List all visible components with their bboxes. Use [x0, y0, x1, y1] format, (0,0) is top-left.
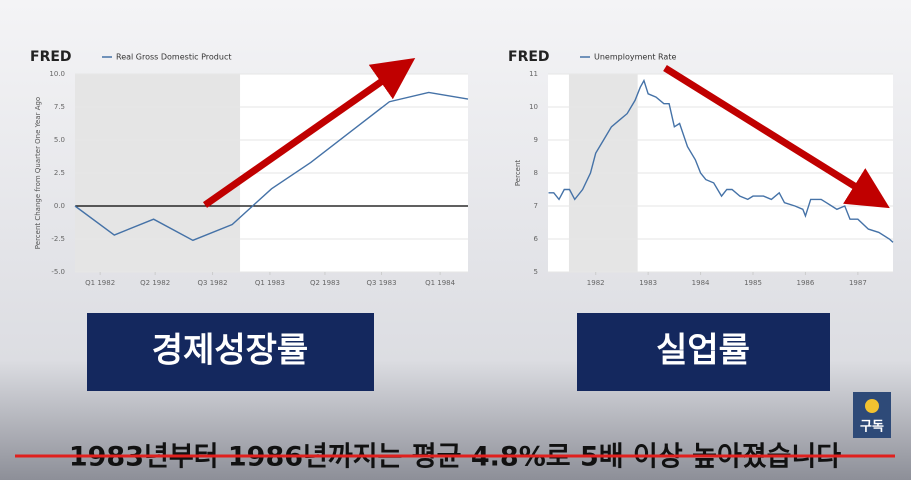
x-tick-label: Q2 1982: [140, 279, 170, 287]
legend-entry: Real Gross Domestic Product: [116, 53, 232, 62]
bulb-icon: [865, 399, 879, 413]
x-tick-label: Q2 1983: [310, 279, 340, 287]
y-tick-label: 5.0: [54, 136, 65, 144]
y-tick-label: 10.0: [49, 70, 65, 78]
arrow: [663, 65, 890, 209]
label: 경제성장률: [152, 331, 308, 371]
y-tick-label: 11: [529, 70, 538, 78]
y-axis-label: Percent: [514, 160, 522, 187]
x-tick-label: Q1 1982: [85, 279, 115, 287]
y-tick-label: 5: [534, 268, 538, 276]
brand: FRED: [30, 49, 72, 65]
y-tick-label: -5.0: [51, 268, 65, 276]
x-tick-label: 1982: [587, 279, 605, 287]
x-tick-label: 1984: [692, 279, 710, 287]
label-box: [87, 313, 374, 391]
y-axis-label: Percent Change from Quarter One Year Ago: [34, 97, 42, 249]
data-line: [548, 78, 894, 243]
x-tick-label: 1983: [639, 279, 657, 287]
y-tick-label: 8: [534, 169, 538, 177]
arrow: [202, 57, 416, 208]
x-tick-label: Q3 1982: [198, 279, 228, 287]
y-tick-label: 2.5: [54, 169, 65, 177]
y-tick-label: 9: [534, 136, 538, 144]
y-tick-label: 7: [534, 202, 538, 210]
y-tick-label: 10: [529, 103, 538, 111]
x-tick-label: 1985: [744, 279, 762, 287]
x-tick-label: 1987: [849, 279, 867, 287]
subscribe-text: 구독: [860, 420, 884, 435]
x-tick-label: Q1 1983: [255, 279, 285, 287]
y-tick-label: 0.0: [54, 202, 65, 210]
x-tick-label: Q3 1983: [367, 279, 397, 287]
y-tick-label: 7.5: [54, 103, 65, 111]
charts: FRED Real Gross Domestic Product Percent C…: [30, 49, 894, 287]
brand: FRED: [508, 49, 550, 65]
x-tick-label: 1986: [797, 279, 815, 287]
label: 실업률: [656, 331, 750, 371]
label-box: [577, 313, 830, 391]
y-tick-label: -2.5: [51, 235, 65, 243]
y-tick-label: 6: [534, 235, 539, 243]
x-tick-label: Q1 1984: [425, 279, 456, 287]
legend-entry: Unemployment Rate: [594, 53, 676, 62]
